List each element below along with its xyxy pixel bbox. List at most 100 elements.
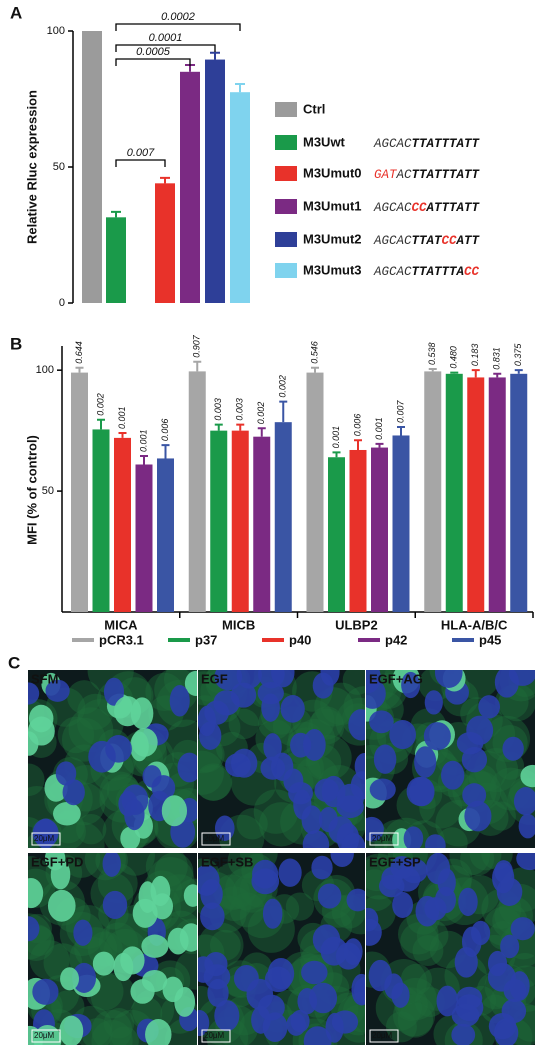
sequence-part: CC	[442, 234, 458, 248]
error-bar	[160, 176, 170, 184]
p-value: 0.0001	[149, 32, 183, 44]
legend-label: p42	[385, 632, 407, 647]
image-title: EGF+PD	[31, 854, 83, 869]
nucleus	[103, 677, 125, 706]
p-value: 0.006	[160, 419, 170, 442]
error-bar	[279, 400, 288, 423]
nucleus	[353, 977, 365, 1005]
error-bar	[450, 371, 459, 374]
error-bar	[471, 369, 480, 378]
nucleus	[301, 960, 328, 985]
nucleus	[384, 973, 404, 1000]
bar	[510, 373, 528, 612]
error-bar	[354, 439, 362, 450]
x-tick-label: MICB	[222, 617, 255, 632]
nucleus	[174, 986, 196, 1017]
nucleus	[132, 898, 158, 928]
scale-bar-box	[31, 1029, 61, 1043]
sequence-part: CC	[412, 201, 428, 215]
y-tick-label: 50	[42, 485, 54, 497]
cytoplasm	[397, 1002, 434, 1038]
cytoplasm	[67, 680, 102, 715]
cytoplasm	[412, 935, 444, 966]
nucleus	[55, 761, 77, 786]
nucleus	[263, 733, 282, 761]
scale-bar-label: 20μM	[204, 834, 225, 843]
nucleus	[520, 764, 535, 788]
bar	[274, 422, 292, 612]
panel-label: C	[8, 653, 20, 672]
nucleus	[303, 1026, 332, 1045]
nucleus	[303, 729, 326, 761]
nucleus	[214, 1000, 240, 1032]
nucleus	[366, 678, 386, 709]
nucleus	[487, 950, 508, 977]
nucleus	[502, 736, 524, 761]
bar	[392, 435, 410, 612]
p-value: 0.001	[331, 426, 341, 449]
x-tick-label: MICA	[104, 617, 138, 632]
nucleus	[369, 778, 396, 801]
nucleus	[301, 805, 323, 835]
sequence-part: GAT	[374, 168, 397, 182]
p-value: 0.001	[374, 417, 384, 440]
nucleus	[198, 864, 220, 896]
nucleus	[200, 902, 225, 931]
cytoplasm	[62, 853, 101, 878]
cytoplasm	[375, 984, 422, 1031]
error-bar	[75, 366, 84, 373]
nucleus	[53, 801, 81, 826]
nucleus	[441, 760, 465, 790]
p-value: 0.006	[352, 414, 362, 437]
nucleus	[312, 672, 334, 699]
nucleus	[424, 897, 447, 921]
cytoplasm	[449, 853, 490, 876]
sequence-part: AGCAC	[373, 265, 412, 279]
nucleus	[179, 923, 197, 952]
nucleus	[314, 778, 339, 803]
cytoplasm	[460, 853, 495, 876]
bar	[210, 430, 228, 612]
p-value: 0.003	[235, 398, 245, 421]
y-axis-label: Relative Rluc expression	[24, 90, 39, 244]
cytoplasm	[216, 886, 252, 922]
nucleus	[207, 978, 229, 1008]
p-value: 0.001	[117, 407, 127, 430]
legend-label: M3Umut2	[303, 231, 362, 246]
p-value: 0.0005	[136, 46, 171, 58]
legend-swatch	[275, 263, 297, 278]
scale-bar-box	[31, 832, 61, 846]
legend-label: M3Uwt	[303, 134, 346, 149]
bar	[157, 458, 174, 612]
bar	[371, 447, 388, 612]
sequence-part: AGCAC	[373, 234, 412, 248]
image-title: EGF+AG	[369, 671, 423, 686]
bar	[92, 429, 110, 612]
nucleus	[169, 685, 190, 717]
nucleus	[297, 988, 318, 1015]
error-bar	[493, 372, 502, 378]
sequence: AGCACTTATTTACC	[373, 265, 480, 279]
scale-bar-box	[201, 1029, 231, 1043]
cytoplasm	[29, 940, 70, 981]
cytoplasm	[285, 892, 315, 921]
nucleus	[257, 682, 284, 705]
cytoplasm	[165, 719, 197, 762]
legend-label: pCR3.1	[99, 632, 144, 647]
image-title: EGF+SB	[201, 854, 253, 869]
nucleus	[401, 671, 421, 699]
nucleus	[102, 890, 128, 920]
nucleus	[518, 813, 535, 839]
sequence-part: AGCAC	[373, 137, 412, 151]
nucleus	[336, 783, 364, 813]
legend-swatch	[275, 199, 297, 214]
error-bar	[161, 444, 170, 459]
p-value: 0.003	[213, 398, 223, 421]
scale-bar-label: 20μM	[372, 834, 393, 843]
legend-label: M3Umut1	[303, 198, 362, 213]
p-value: 0.0002	[161, 11, 195, 23]
sequence: AGCACCCATTTATT	[373, 201, 481, 215]
scale-bar-box	[369, 832, 399, 846]
bar	[253, 436, 271, 612]
nucleus	[45, 679, 70, 702]
